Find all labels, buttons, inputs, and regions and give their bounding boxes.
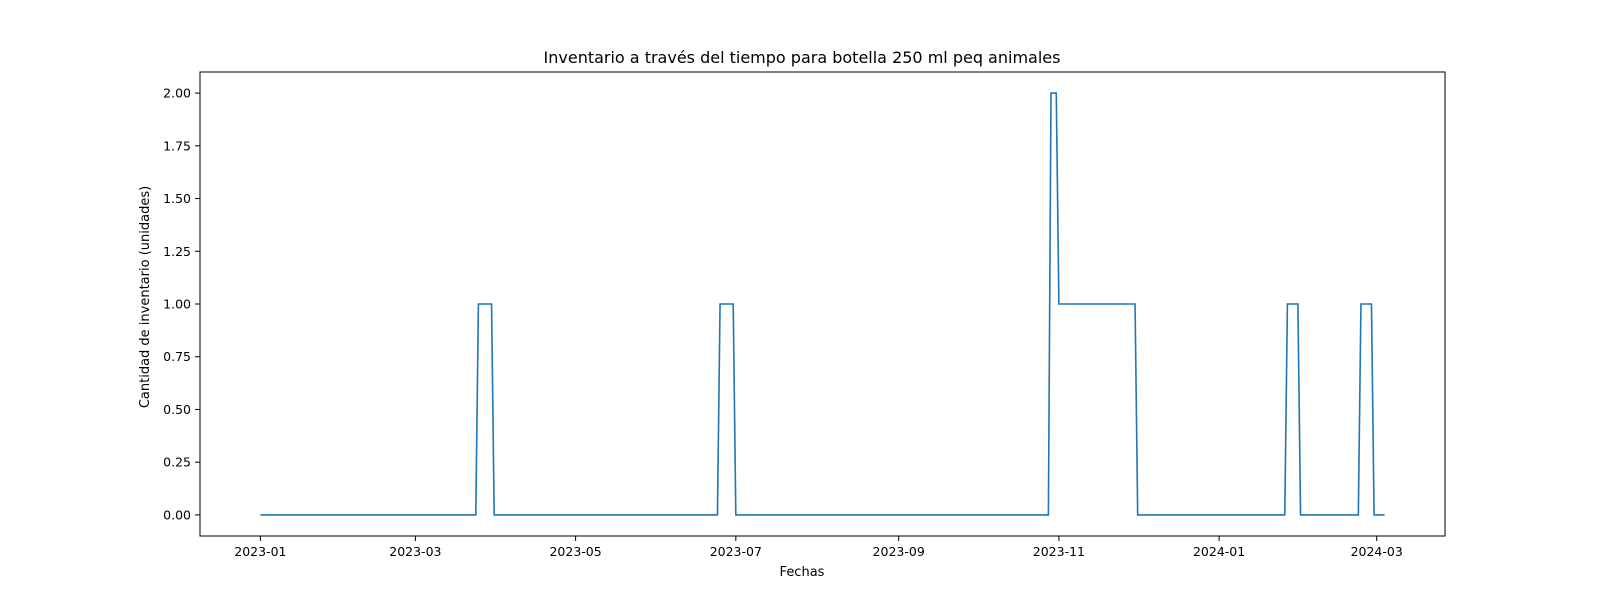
x-tick-label: 2023-01 bbox=[234, 544, 286, 559]
axes-frame bbox=[199, 71, 1446, 537]
y-tick-label: 1.75 bbox=[163, 138, 191, 153]
x-tick-label: 2024-03 bbox=[1351, 544, 1403, 559]
x-tick-label: 2023-03 bbox=[389, 544, 441, 559]
y-tick-label: 0.50 bbox=[163, 402, 191, 417]
y-tick-label: 0.00 bbox=[163, 507, 191, 522]
y-tick-label: 2.00 bbox=[163, 86, 191, 101]
x-tick-label: 2023-07 bbox=[710, 544, 762, 559]
x-tick-label: 2023-09 bbox=[873, 544, 925, 559]
y-axis: 0.00 0.25 0.50 0.75 1.00 1.25 1.50 1.75 2.00 bbox=[163, 86, 200, 522]
x-tick-label: 2023-11 bbox=[1033, 544, 1085, 559]
y-tick-label: 1.25 bbox=[163, 244, 191, 259]
chart-title: Inventario a través del tiempo para bote… bbox=[544, 48, 1061, 67]
y-tick-label: 0.25 bbox=[163, 455, 191, 470]
x-tick-label: 2023-05 bbox=[549, 544, 601, 559]
x-axis-label: Fechas bbox=[780, 565, 825, 580]
y-tick-label: 1.50 bbox=[163, 191, 191, 206]
x-axis: 2023-01 2023-03 2023-05 2023-07 2023-09 2023-… bbox=[234, 536, 1403, 559]
y-tick-label: 1.00 bbox=[163, 297, 191, 312]
x-tick-label: 2024-01 bbox=[1193, 544, 1245, 559]
plot-area bbox=[199, 71, 1446, 537]
y-tick-label: 0.75 bbox=[163, 349, 191, 364]
series-line-1 bbox=[260, 92, 1385, 516]
y-axis-label: Cantidad de inventario (unidades) bbox=[138, 186, 153, 408]
